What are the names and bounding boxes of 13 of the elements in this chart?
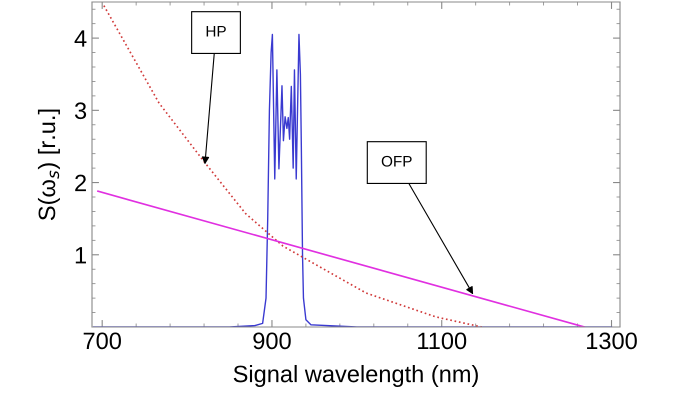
annotation: OFP (382, 156, 412, 167)
line-series (103, 4, 482, 327)
y-tick-label: 2 (75, 174, 86, 192)
y-tick-label: 1 (76, 247, 86, 264)
x-tick-label: 700 (84, 332, 121, 350)
annotation: HP (206, 26, 226, 37)
x-tick-label: 900 (253, 332, 291, 350)
y-axis-title: S(ω$_{s}$) [r.u.] (38, 110, 60, 220)
y-tick-label: 3 (74, 102, 86, 120)
y-tick-label: 4 (74, 30, 86, 47)
x-tick-label: 1100 (418, 332, 466, 350)
x-tick-label: 1300 (587, 332, 637, 350)
x-axis-title: Signal wavelength (nm) (234, 364, 478, 387)
